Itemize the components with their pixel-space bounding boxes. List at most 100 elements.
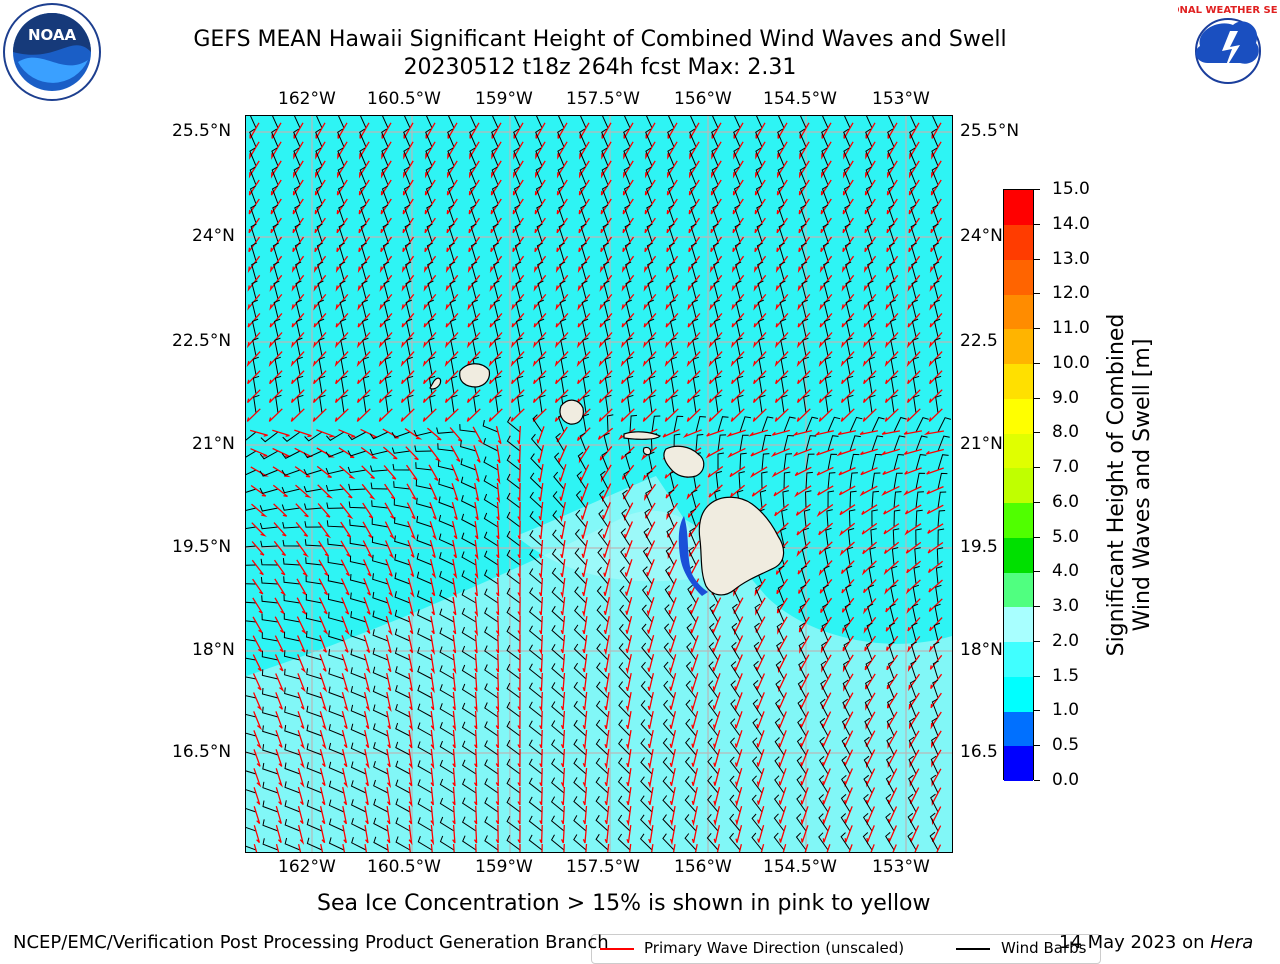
wave-direction-arrow [467,293,481,311]
wind-barb [911,261,918,281]
wave-direction-arrow [643,483,657,502]
wind-barb [385,394,392,414]
wave-direction-arrow [558,464,567,482]
wave-direction-arrow [840,351,855,368]
wave-direction-arrow [928,598,943,612]
wind-barb [304,539,323,547]
wind-barb [450,356,457,376]
wind-barb [461,816,477,832]
wave-direction-arrow [775,559,789,575]
wave-direction-arrow [582,710,588,730]
lat-tick-right: 18°N [960,640,1003,660]
wind-barb [348,501,367,509]
wave-direction-arrow [821,711,832,729]
wave-direction-arrow [799,141,810,160]
wave-direction-arrow [687,293,701,311]
wind-barb [663,680,675,699]
wind-barb [370,482,389,490]
wind-barb [529,472,543,490]
wind-barb [821,641,829,661]
wave-direction-arrow [730,332,745,349]
wave-direction-arrow [334,408,349,422]
wave-direction-arrow [561,824,565,844]
wind-barb [582,337,589,357]
wave-direction-arrow [250,429,268,437]
wave-direction-arrow [339,465,356,479]
wave-direction-arrow [490,160,502,179]
wave-direction-arrow [539,615,543,635]
wind-barb [536,204,543,224]
wind-barb [910,242,917,262]
wind-barb [737,394,744,414]
wave-direction-arrow [336,160,348,179]
wind-barb [911,318,919,338]
wind-barb [551,663,565,680]
wind-barb [373,798,389,813]
wind-barb [777,185,785,205]
wind-barb [427,299,434,319]
wave-direction-arrow [451,464,460,482]
wind-barb [667,147,675,167]
island-lanai [642,446,652,456]
wind-barb [284,800,301,813]
wind-barb [369,431,389,440]
wave-direction-arrow [840,389,855,403]
wave-direction-arrow [339,484,353,499]
wave-direction-arrow [931,141,942,160]
wind-barb [912,584,920,604]
wave-direction-arrow [268,332,283,349]
wave-direction-arrow [496,520,500,540]
wave-direction-arrow [445,255,459,273]
wave-direction-arrow [269,255,283,273]
wind-barb [841,736,851,756]
wind-barb [712,242,719,262]
wave-direction-arrow [691,805,698,827]
wind-barb [707,794,719,813]
wind-barb [580,204,587,224]
wind-barb [914,547,921,566]
wind-barb [777,166,785,186]
wave-direction-arrow [579,141,590,160]
wind-barb [415,479,433,490]
wave-direction-arrow [771,429,790,436]
wave-direction-arrow [727,447,746,458]
wind-barb [662,776,675,794]
wave-direction-arrow [380,198,392,215]
wave-direction-arrow [446,236,459,253]
wave-direction-arrow [273,522,287,537]
wind-barb [535,128,543,148]
wind-barb [663,699,675,718]
wave-direction-arrow [713,825,721,843]
wind-barb [461,570,477,585]
wind-barb [274,356,281,376]
wind-barb [671,394,678,414]
wind-barb [733,166,741,186]
wind-barb [595,757,609,775]
wave-direction-arrow [756,749,765,767]
wind-barb [460,476,477,490]
wave-direction-arrow [838,467,856,476]
wind-barb [381,185,389,205]
wave-direction-arrow [297,711,305,729]
wind-barb [492,223,499,243]
wave-direction-arrow [532,389,547,403]
wave-direction-arrow [841,616,855,635]
wind-barb [484,683,499,699]
wind-barb [394,535,411,547]
wave-direction-arrow [776,179,788,196]
lat-tick-right: 25.5°N [960,121,1020,141]
wind-barb [646,116,653,129]
wave-direction-arrow [820,179,832,196]
wind-barb [449,318,457,338]
wave-direction-arrow [731,312,745,328]
wind-barb [318,375,326,395]
wave-direction-arrow [422,389,437,403]
wind-barb [328,837,345,851]
wave-direction-arrow [690,673,699,693]
wind-barb [439,684,455,699]
wind-barb [557,185,565,205]
wave-direction-arrow [775,293,789,311]
wave-direction-arrow [335,293,349,311]
wind-barb [711,185,719,205]
wave-direction-arrow [511,312,525,328]
